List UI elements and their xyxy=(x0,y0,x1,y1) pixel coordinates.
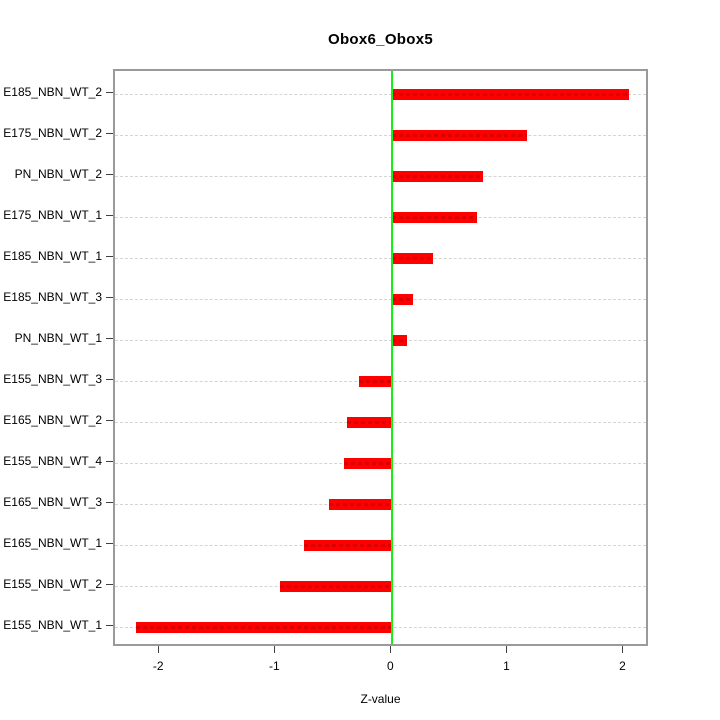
bar xyxy=(392,294,414,305)
y-tick xyxy=(106,92,113,93)
bar xyxy=(392,171,483,182)
bar xyxy=(328,499,393,510)
y-tick xyxy=(106,379,113,380)
bar-dash-overlay xyxy=(304,544,393,547)
category-label: E155_NBN_WT_4 xyxy=(3,454,102,468)
bar-dash-overlay xyxy=(392,134,527,137)
bar-dash-overlay xyxy=(343,462,393,465)
category-label: E165_NBN_WT_1 xyxy=(3,536,102,550)
bar-dash-overlay xyxy=(392,175,483,178)
y-tick xyxy=(106,625,113,626)
category-label: E155_NBN_WT_2 xyxy=(3,577,102,591)
y-tick xyxy=(106,420,113,421)
x-tick-label: 1 xyxy=(503,659,510,673)
bar-dash-overlay xyxy=(392,93,630,96)
bar-dash-overlay xyxy=(392,339,408,342)
x-tick-label: -1 xyxy=(268,659,280,673)
bar-dash-overlay xyxy=(392,257,433,260)
bar xyxy=(135,622,393,633)
y-tick xyxy=(106,215,113,216)
x-tick xyxy=(390,646,392,653)
y-tick xyxy=(106,543,113,544)
chart-title: Obox6_Obox5 xyxy=(328,31,433,48)
y-tick xyxy=(106,133,113,134)
bar-dash-overlay xyxy=(347,421,393,424)
category-label: E175_NBN_WT_2 xyxy=(3,126,102,140)
x-tick-label: -2 xyxy=(152,659,164,673)
x-tick xyxy=(622,646,624,653)
bar xyxy=(304,540,393,551)
bar xyxy=(279,581,393,592)
bar xyxy=(392,335,408,346)
y-tick xyxy=(106,502,113,503)
bar-dash-overlay xyxy=(328,503,393,506)
gridline xyxy=(115,176,646,177)
category-label: E165_NBN_WT_2 xyxy=(3,413,102,427)
x-tick xyxy=(506,646,508,653)
category-label: PN_NBN_WT_1 xyxy=(14,331,102,345)
gridline xyxy=(115,258,646,259)
gridline xyxy=(115,135,646,136)
x-tick-label: 0 xyxy=(387,659,394,673)
gridline xyxy=(115,94,646,95)
bar-dash-overlay xyxy=(135,626,393,629)
zero-line xyxy=(391,71,394,644)
y-tick xyxy=(106,461,113,462)
y-tick xyxy=(106,256,113,257)
category-label: E155_NBN_WT_3 xyxy=(3,372,102,386)
x-tick-label: 2 xyxy=(619,659,626,673)
y-tick xyxy=(106,338,113,339)
y-tick xyxy=(106,297,113,298)
category-label: E175_NBN_WT_1 xyxy=(3,208,102,222)
category-label: E185_NBN_WT_3 xyxy=(3,290,102,304)
bar-dash-overlay xyxy=(392,216,478,219)
bar xyxy=(347,417,393,428)
plot-area xyxy=(113,69,648,646)
bar xyxy=(392,130,527,141)
x-tick xyxy=(274,646,276,653)
bar xyxy=(392,212,478,223)
x-tick xyxy=(158,646,160,653)
x-axis-label: Z-value xyxy=(360,692,401,706)
gridline xyxy=(115,299,646,300)
bar xyxy=(392,89,630,100)
y-tick xyxy=(106,584,113,585)
bar-dash-overlay xyxy=(279,585,393,588)
category-label: PN_NBN_WT_2 xyxy=(14,167,102,181)
category-label: E185_NBN_WT_2 xyxy=(3,85,102,99)
gridline xyxy=(115,340,646,341)
bar xyxy=(392,253,433,264)
category-label: E185_NBN_WT_1 xyxy=(3,249,102,263)
bar-dash-overlay xyxy=(358,380,393,383)
y-tick xyxy=(106,174,113,175)
category-label: E155_NBN_WT_1 xyxy=(3,618,102,632)
bar xyxy=(343,458,393,469)
category-label: E165_NBN_WT_3 xyxy=(3,495,102,509)
gridline xyxy=(115,217,646,218)
bar xyxy=(358,376,393,387)
bar-dash-overlay xyxy=(392,298,414,301)
